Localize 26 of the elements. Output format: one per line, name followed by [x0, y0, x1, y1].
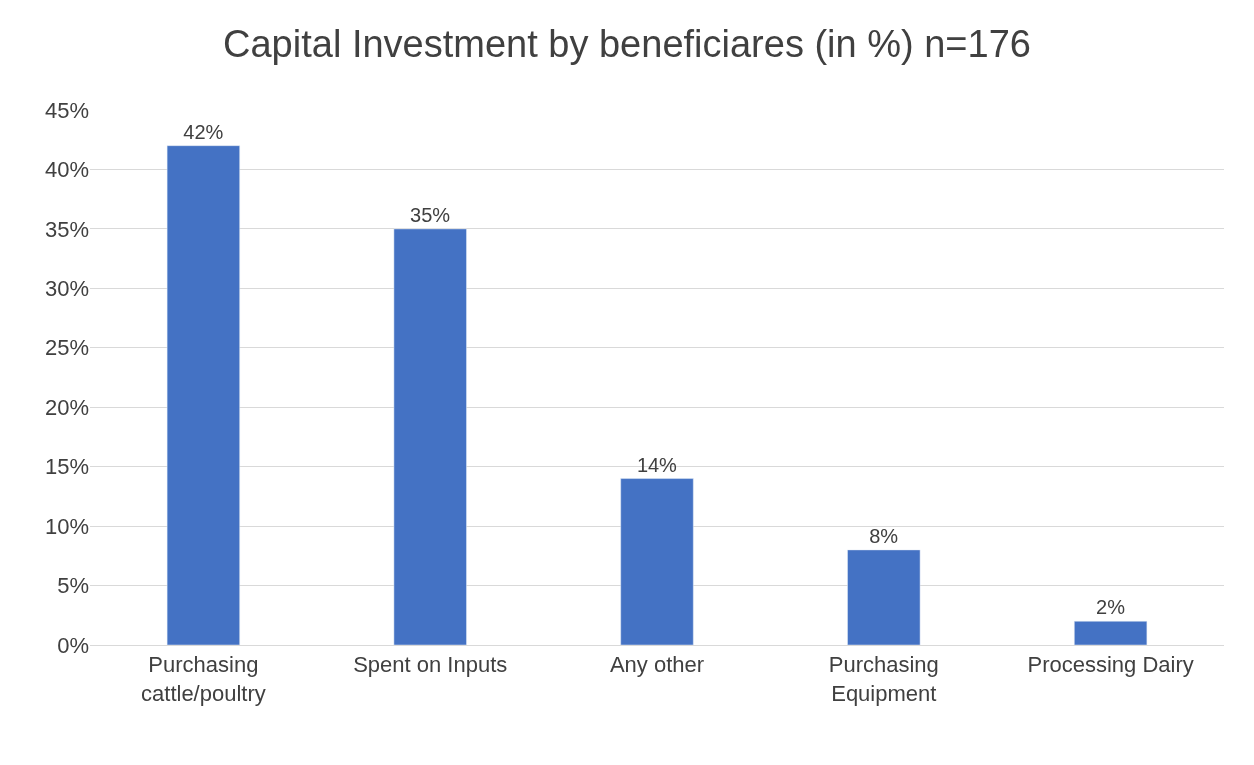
x-tick-label: Purchasing Equipment	[828, 652, 939, 706]
x-tick-label: Any other	[609, 652, 705, 678]
y-tick-label: 45%	[44, 97, 89, 123]
y-tick-label: 40%	[44, 157, 89, 183]
bar	[166, 145, 240, 645]
bar	[847, 549, 921, 645]
x-tick-label: Spent on Inputs	[353, 652, 508, 678]
y-tick-label: 0%	[57, 632, 89, 658]
y-tick-label: 10%	[44, 513, 89, 539]
data-label: 2%	[1096, 596, 1126, 619]
y-tick-label: 25%	[44, 335, 89, 361]
data-label: 42%	[183, 120, 224, 143]
y-tick-label: 20%	[44, 394, 89, 420]
data-label: 35%	[410, 203, 451, 226]
bar	[393, 228, 467, 645]
y-tick-label: 35%	[44, 216, 89, 242]
y-tick-label: 5%	[57, 573, 89, 599]
chart-title: Capital Investment by beneficiares (in %) n=176	[223, 23, 1031, 66]
x-tick-label: Purchasing cattle/poultry	[141, 652, 266, 706]
data-label: 8%	[869, 524, 899, 547]
x-tick-label: Processing Dairy	[1027, 652, 1194, 678]
data-label: 14%	[636, 453, 678, 476]
bar	[1074, 620, 1148, 645]
bar	[620, 478, 694, 645]
y-tick-label: 15%	[44, 454, 89, 480]
y-tick-label: 30%	[44, 276, 89, 302]
